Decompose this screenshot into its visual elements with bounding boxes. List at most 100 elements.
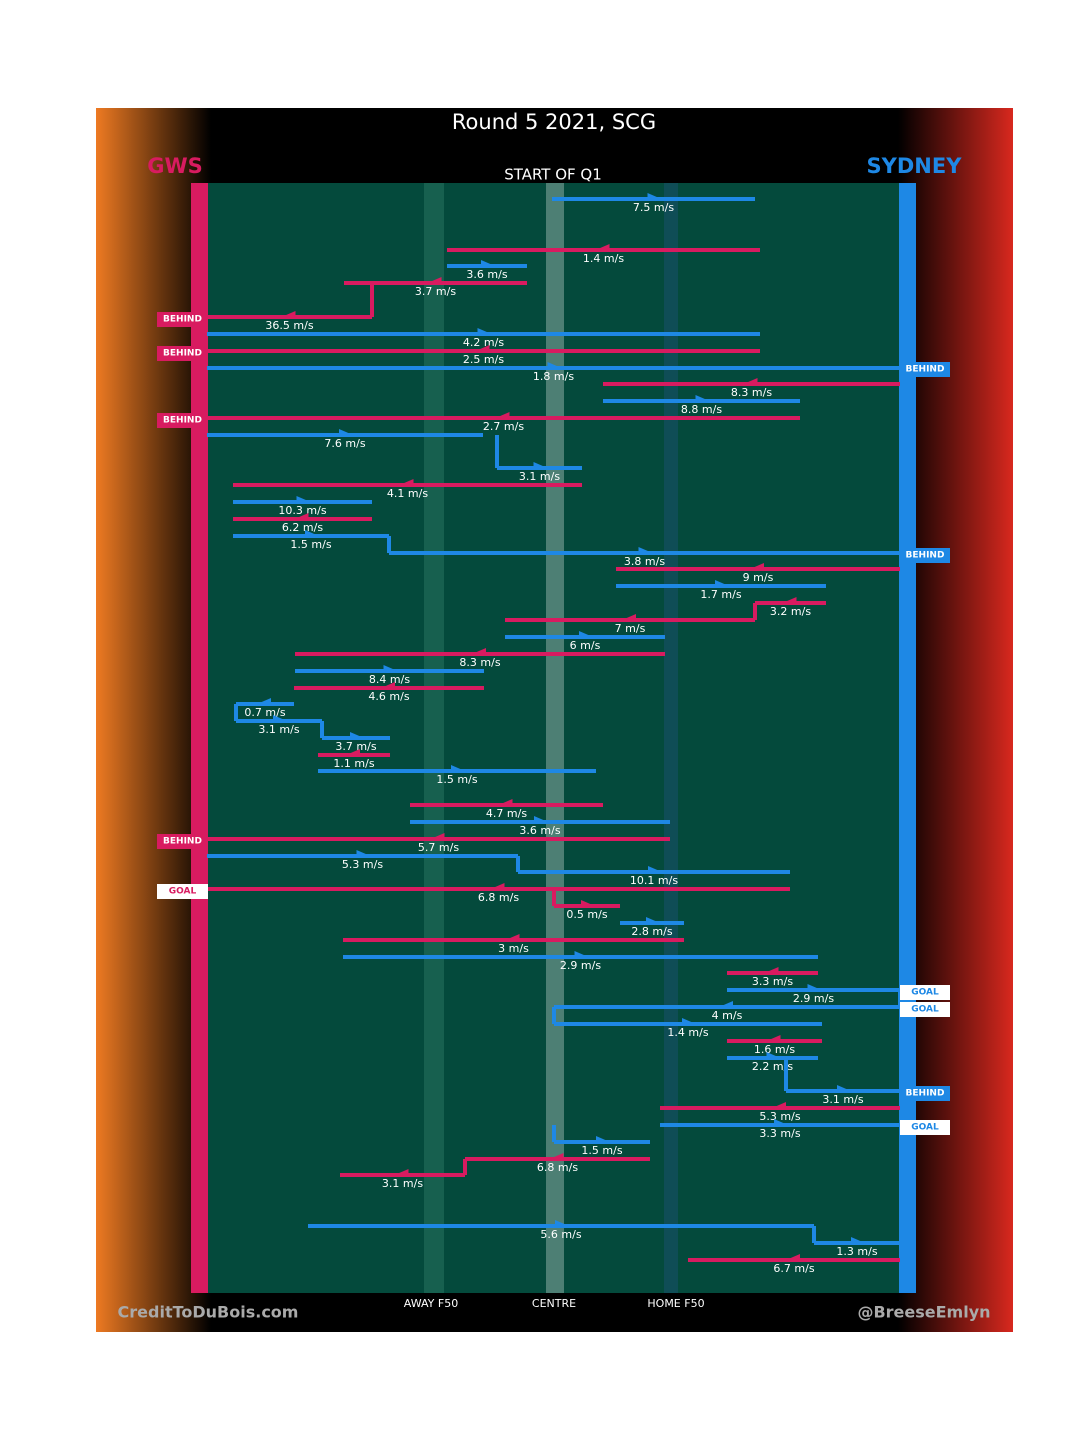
speed-label: 2.9 m/s (793, 992, 834, 1005)
speed-label: 8.3 m/s (731, 386, 772, 399)
speed-label: 7.5 m/s (633, 201, 674, 214)
outcome-tag (900, 985, 950, 1000)
speed-label: 3.1 m/s (258, 723, 299, 736)
arrow (646, 917, 660, 925)
outcome-tag (900, 1002, 950, 1017)
arrow (495, 412, 510, 420)
arrow (555, 1220, 569, 1228)
right-team: SYDNEY (867, 154, 963, 178)
arrow (481, 260, 495, 268)
outcome-tag (900, 362, 950, 377)
arrow (715, 580, 729, 588)
arrow (430, 833, 445, 841)
speed-label: 1.5 m/s (436, 773, 477, 786)
arrow (427, 277, 442, 285)
speed-label: 4.1 m/s (387, 487, 428, 500)
arrow (533, 462, 548, 470)
zone-label: HOME F50 (647, 1297, 704, 1310)
arrow (350, 732, 364, 740)
speed-label: 3.3 m/s (752, 975, 793, 988)
home-f50-band (664, 183, 678, 1293)
arrow (638, 547, 653, 555)
speed-label: 4.2 m/s (463, 336, 504, 349)
speed-label: 4.7 m/s (486, 807, 527, 820)
arrow (782, 597, 797, 605)
arrow (549, 1153, 564, 1161)
away-f50-band (424, 183, 444, 1293)
zone-label: AWAY F50 (404, 1297, 458, 1310)
zone-label: CENTRE (532, 1297, 576, 1310)
arrow (498, 799, 513, 807)
outcome-label: BEHIND (906, 551, 945, 561)
speed-label: 0.5 m/s (566, 908, 607, 921)
speed-label: 5.3 m/s (759, 1110, 800, 1123)
arrow (305, 530, 319, 538)
speed-label: 3.1 m/s (519, 470, 560, 483)
speed-label: 10.3 m/s (278, 504, 326, 517)
arrow (695, 395, 710, 403)
arrow (547, 362, 562, 370)
arrow (339, 429, 353, 437)
outcome-label: BEHIND (906, 1089, 945, 1099)
arrow (719, 1001, 733, 1009)
speed-label: 6.7 m/s (773, 1262, 814, 1275)
arrow (296, 496, 311, 504)
outcome-label: GOAL (911, 1005, 939, 1015)
speed-label: 2.2 m/s (752, 1060, 793, 1073)
speed-label: 8.8 m/s (681, 403, 722, 416)
speed-label: 6.2 m/s (282, 521, 323, 534)
arrow (257, 698, 271, 706)
speed-label: 3.8 m/s (624, 555, 665, 568)
outcome-label: BEHIND (906, 365, 945, 375)
arrow (381, 682, 395, 690)
arrow (579, 631, 593, 639)
speed-label: 6 m/s (570, 639, 601, 652)
speed-label: 5.3 m/s (342, 858, 383, 871)
speed-label: 6.8 m/s (537, 1161, 578, 1174)
speed-label: 3.2 m/s (770, 605, 811, 618)
speed-label: 1.3 m/s (836, 1245, 877, 1258)
arrow (383, 665, 398, 673)
speed-label: 1.4 m/s (583, 252, 624, 265)
outcome-label: BEHIND (163, 837, 202, 847)
outcome-tag (157, 312, 208, 327)
arrow (622, 614, 636, 622)
chains: 7.5 m/s 1.4 m/s 3.6 m/s 3.7 m/s 36.5 m/s 4.2 … (157, 193, 950, 1275)
arrow (273, 715, 287, 723)
arrow (648, 866, 662, 874)
arrow (294, 513, 309, 521)
speed-label: 3.7 m/s (335, 740, 376, 753)
speed-label: 3.1 m/s (822, 1093, 863, 1106)
speed-label: 3 m/s (498, 942, 529, 955)
speed-label: 4.6 m/s (368, 690, 409, 703)
arrow (807, 984, 822, 992)
arrow (472, 648, 486, 656)
speed-label: 8.4 m/s (369, 673, 410, 686)
outcome-tag (157, 884, 208, 899)
title: Round 5 2021, SCG (452, 110, 656, 134)
outcome-tag (900, 1120, 950, 1135)
speed-label: 3.3 m/s (759, 1127, 800, 1140)
speed-label: 36.5 m/s (265, 319, 313, 332)
speed-label: 1.8 m/s (533, 370, 574, 383)
speed-label: 1.1 m/s (333, 757, 374, 770)
arrow (743, 378, 758, 386)
arrow (772, 1102, 786, 1110)
arrow (581, 900, 595, 908)
arrow (451, 765, 465, 773)
speed-label: 3.7 m/s (415, 285, 456, 298)
arrow (647, 193, 662, 201)
speed-label: 1.7 m/s (700, 588, 741, 601)
arrow (281, 311, 296, 319)
speed-label: 10.1 m/s (630, 874, 678, 887)
outcome-label: BEHIND (163, 349, 202, 359)
speed-label: 1.5 m/s (581, 1144, 622, 1157)
arrow (490, 883, 505, 891)
outcome-label: BEHIND (163, 315, 202, 325)
arrow (477, 328, 492, 336)
speed-label: 1.6 m/s (754, 1043, 795, 1056)
arrow (766, 1035, 781, 1043)
arrow (475, 345, 490, 353)
speed-label: 1.5 m/s (290, 538, 331, 551)
speed-label: 4 m/s (712, 1009, 743, 1022)
